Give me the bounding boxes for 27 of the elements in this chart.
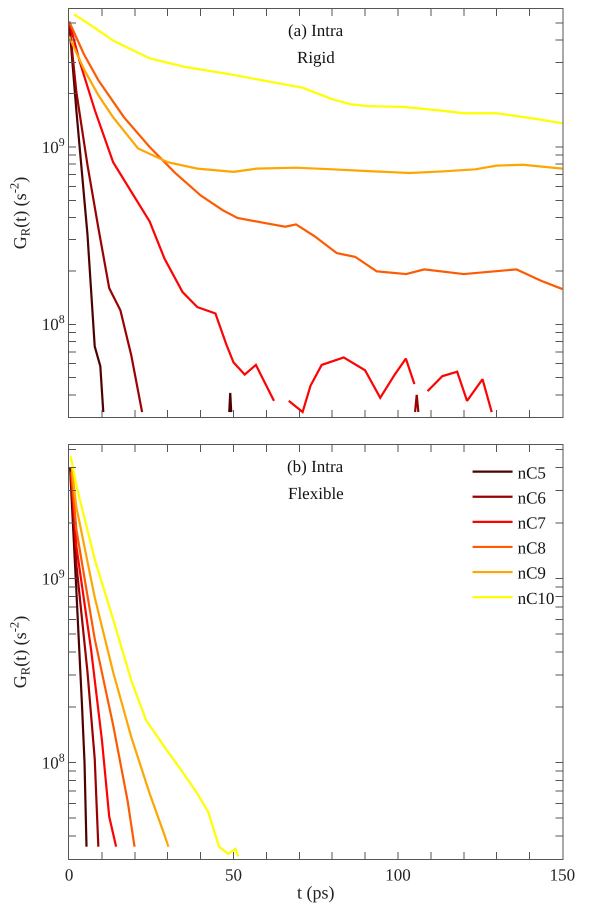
annotation: Rigid [297,48,336,67]
line-series [70,455,240,858]
y-tick-label: 10$^{9}$ [42,134,65,157]
annotation: (b) Intra [287,457,344,476]
y-tick-label: 10$^{9}$ [42,566,65,588]
legend-label: nC7 [518,513,546,532]
line-series [70,470,136,848]
x-tick-label: 50 [225,865,242,884]
legend-label: nC8 [518,538,546,558]
legend-label: nC6 [518,488,546,508]
legend-label: nC5 [518,463,546,482]
x-axis-title: t (ps) [297,882,334,902]
line-series [69,20,562,290]
legend-label: nC10 [518,588,554,608]
x-tick-label: 100 [385,865,411,884]
legend-label: nC9 [518,564,546,583]
x-tick-label: 150 [550,865,576,884]
x-tick-label: 0 [64,865,74,884]
annotation: Flexible [288,484,344,503]
annotation: (a) Intra [288,21,344,40]
line-series [70,470,100,848]
y-tick-label: 10$^{8}$ [42,750,65,773]
line-series [69,466,88,848]
line-series [70,472,118,848]
line-series [72,13,562,124]
line-series [70,466,170,848]
y-tick-label: 10$^{8}$ [42,312,65,334]
